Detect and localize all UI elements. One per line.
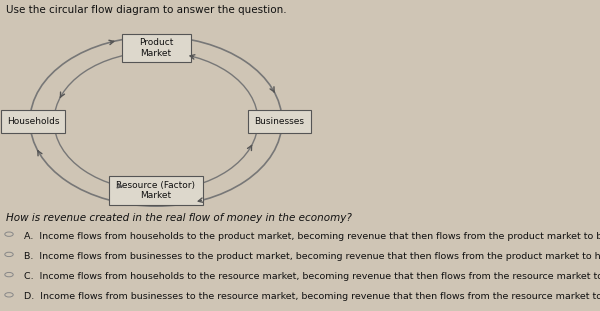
Text: Product
Market: Product Market xyxy=(139,38,173,58)
FancyBboxPatch shape xyxy=(1,110,65,133)
Text: B.  Income flows from businesses to the product market, becoming revenue that th: B. Income flows from businesses to the p… xyxy=(24,252,600,261)
Text: Businesses: Businesses xyxy=(254,117,304,126)
Text: A.  Income flows from households to the product market, becoming revenue that th: A. Income flows from households to the p… xyxy=(24,232,600,241)
Text: Households: Households xyxy=(7,117,59,126)
FancyBboxPatch shape xyxy=(121,34,191,63)
Text: Use the circular flow diagram to answer the question.: Use the circular flow diagram to answer … xyxy=(6,5,287,15)
FancyBboxPatch shape xyxy=(109,176,203,205)
Text: C.  Income flows from households to the resource market, becoming revenue that t: C. Income flows from households to the r… xyxy=(24,272,600,281)
Text: Resource (Factor)
Market: Resource (Factor) Market xyxy=(116,181,196,200)
Text: D.  Income flows from businesses to the resource market, becoming revenue that t: D. Income flows from businesses to the r… xyxy=(24,292,600,301)
Text: How is revenue created in the real flow of money in the economy?: How is revenue created in the real flow … xyxy=(6,213,352,223)
FancyBboxPatch shape xyxy=(248,110,311,133)
